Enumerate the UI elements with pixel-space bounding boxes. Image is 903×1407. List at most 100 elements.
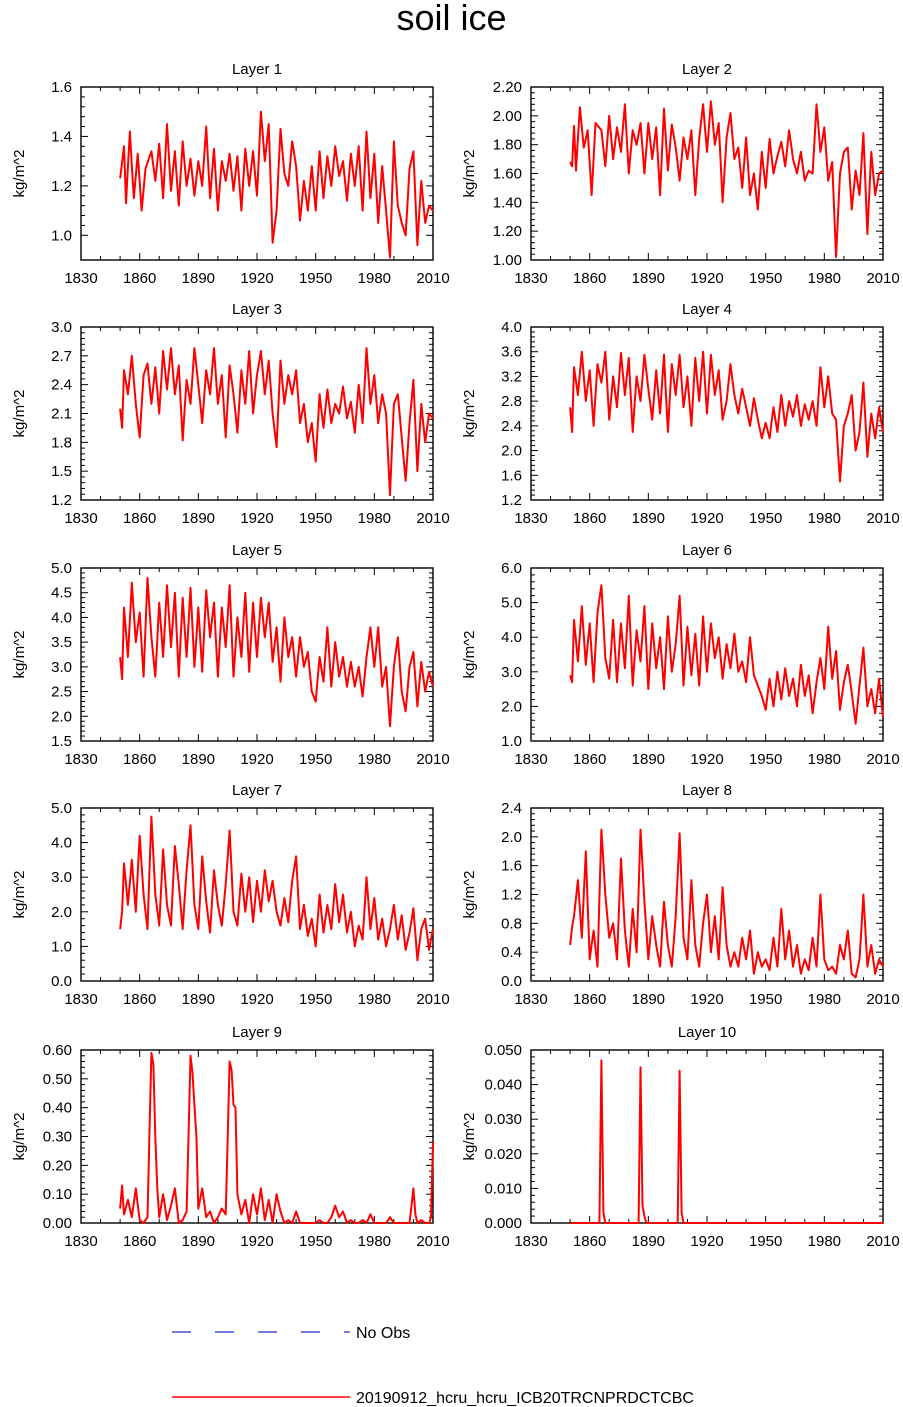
layer-1-ytick-label: 1.2	[51, 178, 72, 195]
layer-3-ytick-label: 1.5	[51, 463, 72, 480]
layer-9-xtick-label: 1830	[64, 1233, 97, 1250]
layer-2-xtick-label: 1920	[690, 270, 723, 287]
layer-8-xtick-label: 1890	[632, 991, 665, 1008]
layer-7-ytick-label: 5.0	[51, 800, 72, 817]
layer-7-ytick-label: 3.0	[51, 869, 72, 886]
layer-8-ytick-label: 1.6	[501, 858, 522, 875]
layer-5-panel: Layer 5 kg/m^2 1830 1860 1890 1920 1950 1980 201…	[11, 542, 450, 768]
layer-7-ytick-label: 4.0	[51, 835, 72, 852]
figure-title: soil ice	[396, 0, 507, 38]
layer-8-title: Layer 8	[682, 782, 732, 799]
layer-1-title: Layer 1	[232, 61, 282, 78]
layer-9-ytick-label: 0.60	[43, 1042, 72, 1059]
layer-10-xtick-label: 1980	[808, 1233, 841, 1250]
layer-1-series-line	[119, 110, 434, 259]
layer-2-ytick-label: 1.20	[493, 223, 522, 240]
layer-4-ytick-label: 3.2	[501, 368, 522, 385]
layer-9-ytick-label: 0.50	[43, 1071, 72, 1088]
layer-6-xtick-label: 1860	[573, 751, 606, 768]
layer-8-xtick-label: 1860	[573, 991, 606, 1008]
layer-5-ytick-label: 3.0	[51, 659, 72, 676]
layer-3-xtick-label: 1830	[64, 510, 97, 527]
layer-5-xtick-label: 2010	[416, 751, 449, 768]
layer-10-ytick-label: 0.030	[484, 1111, 522, 1128]
layer-7-title: Layer 7	[232, 782, 282, 799]
layer-4-ytick-label: 1.6	[501, 467, 522, 484]
layer-7-xtick-label: 1830	[64, 991, 97, 1008]
layer-10-title: Layer 10	[678, 1024, 736, 1041]
layer-1-panel: Layer 1 kg/m^2 1830 1860 1890 1920 1950 1980 201…	[11, 61, 450, 287]
layer-9-xtick-label: 1860	[123, 1233, 156, 1250]
layer-3-xtick-label: 1890	[182, 510, 215, 527]
layer-9-ytick-label: 0.20	[43, 1157, 72, 1174]
layer-10-xtick-label: 1920	[690, 1233, 723, 1250]
layer-7-ylabel: kg/m^2	[11, 871, 28, 919]
layer-2-ytick-label: 1.40	[493, 194, 522, 211]
layer-3-ytick-label: 3.0	[51, 319, 72, 336]
layer-4-ylabel: kg/m^2	[461, 390, 478, 438]
layer-2-xtick-label: 1830	[514, 270, 547, 287]
layer-3-xtick-label: 1950	[299, 510, 332, 527]
layer-2-ytick-label: 1.60	[493, 166, 522, 183]
layer-4-panel: Layer 4 kg/m^2 1830 1860 1890 1920 1950 1980 201…	[461, 301, 900, 527]
layer-5-ytick-label: 4.5	[51, 585, 72, 602]
layer-3-ytick-label: 1.8	[51, 434, 72, 451]
layer-4-xtick-label: 1830	[514, 510, 547, 527]
layer-6-ytick-label: 2.0	[501, 698, 522, 715]
layer-9-series-line	[119, 1051, 434, 1224]
layer-8-ylabel: kg/m^2	[461, 871, 478, 919]
layer-5-xtick-label: 1920	[240, 751, 273, 768]
layer-2-xtick-label: 1950	[749, 270, 782, 287]
layer-4-xtick-label: 1950	[749, 510, 782, 527]
layer-8-panel: Layer 8 kg/m^2 1830 1860 1890 1920 1950 1980 201…	[461, 782, 900, 1008]
layer-10-ytick-label: 0.010	[484, 1180, 522, 1197]
layer-10-panel: Layer 10 kg/m^2 1830 1860 1890 1920 1950 1980 20…	[461, 1024, 900, 1250]
layer-7-xtick-label: 1920	[240, 991, 273, 1008]
layer-4-xtick-label: 1980	[808, 510, 841, 527]
layer-6-xtick-label: 1890	[632, 751, 665, 768]
layer-10-ytick-label: 0.020	[484, 1146, 522, 1163]
layer-5-title: Layer 5	[232, 542, 282, 559]
layer-8-ytick-label: 0.8	[501, 915, 522, 932]
layer-10-series-line	[570, 1059, 883, 1224]
layer-6-ytick-label: 1.0	[501, 733, 522, 750]
layer-5-ytick-label: 3.5	[51, 634, 72, 651]
layer-3-title: Layer 3	[232, 301, 282, 318]
layer-6-xtick-label: 1920	[690, 751, 723, 768]
layer-5-ytick-label: 1.5	[51, 733, 72, 750]
layer-5-xtick-label: 1950	[299, 751, 332, 768]
layer-3-ytick-label: 2.4	[51, 377, 72, 394]
legend: No Obs 20190912_hcru_hcru_ICB20TRCNPRDCTC…	[172, 1325, 694, 1407]
layer-4-title: Layer 4	[682, 301, 732, 318]
layer-9-xtick-label: 2010	[416, 1233, 449, 1250]
layer-3-xtick-label: 2010	[416, 510, 449, 527]
layer-6-ytick-label: 4.0	[501, 629, 522, 646]
layer-1-frame	[80, 86, 434, 261]
layer-5-xtick-label: 1860	[123, 751, 156, 768]
layer-7-series-line	[119, 815, 434, 962]
layer-10-ytick-label: 0.040	[484, 1077, 522, 1094]
layer-2-xtick-label: 1980	[808, 270, 841, 287]
layer-3-ytick-label: 2.1	[51, 406, 72, 423]
layer-9-ytick-label: 0.00	[43, 1215, 72, 1232]
layer-4-xtick-label: 2010	[866, 510, 899, 527]
layer-2-series-line	[569, 100, 884, 259]
layer-2-ytick-label: 2.00	[493, 108, 522, 125]
layer-8-xtick-label: 1830	[514, 991, 547, 1008]
layer-1-xtick-label: 1920	[240, 270, 273, 287]
layer-1-ytick-label: 1.6	[51, 79, 72, 96]
layer-9-ytick-label: 0.40	[43, 1100, 72, 1117]
layer-5-xtick-label: 1890	[182, 751, 215, 768]
layer-10-frame	[530, 1049, 884, 1224]
layer-6-panel: Layer 6 kg/m^2 1830 1860 1890 1920 1950 1980 201…	[461, 542, 900, 768]
layer-1-xtick-label: 2010	[416, 270, 449, 287]
layer-6-xtick-label: 1950	[749, 751, 782, 768]
layer-9-xtick-label: 1980	[358, 1233, 391, 1250]
layer-9-ylabel: kg/m^2	[11, 1113, 28, 1161]
layer-1-xtick-label: 1860	[123, 270, 156, 287]
layer-5-xtick-label: 1980	[358, 751, 391, 768]
layer-8-xtick-label: 2010	[866, 991, 899, 1008]
layer-6-series-line	[569, 584, 884, 725]
layer-7-xtick-label: 1860	[123, 991, 156, 1008]
